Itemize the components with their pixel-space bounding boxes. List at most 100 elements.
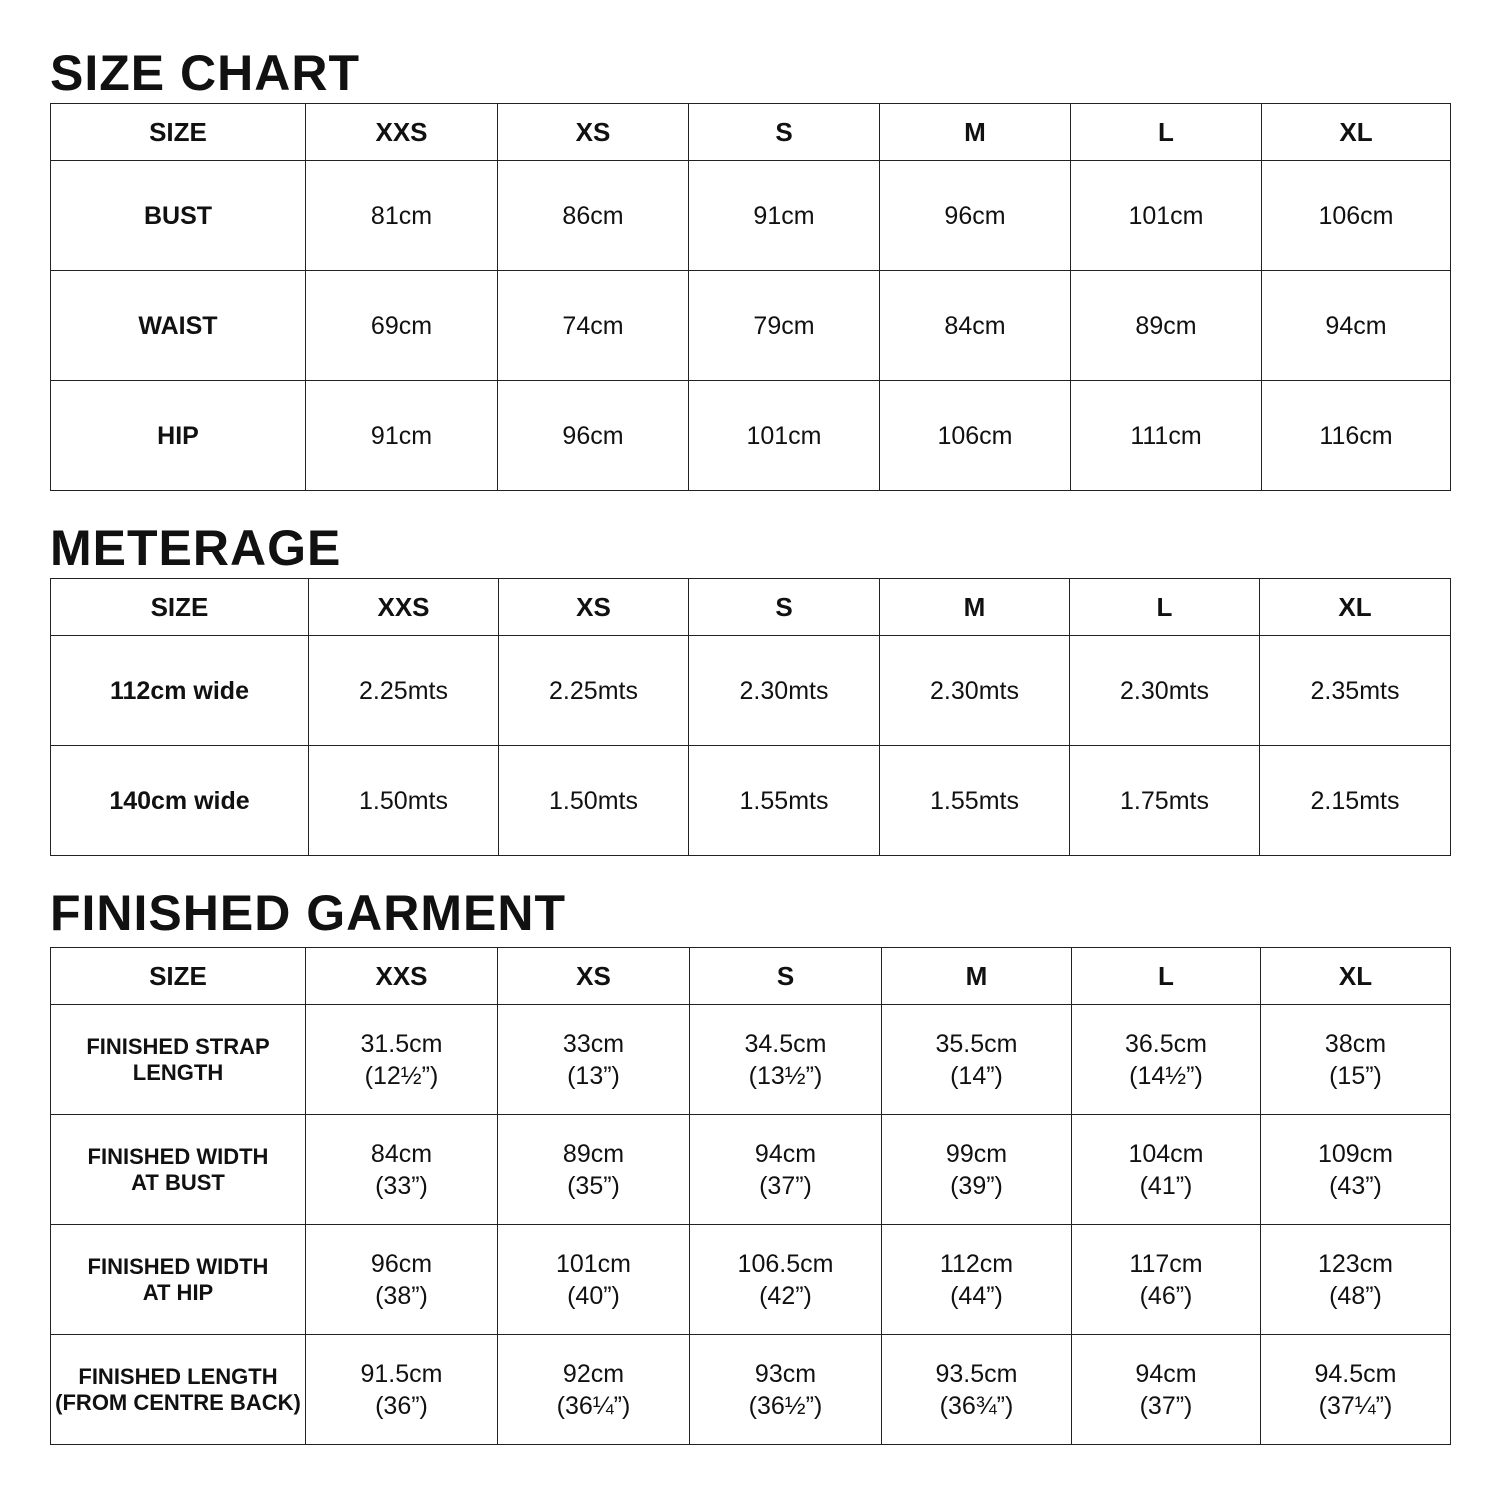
size-header-s: S: [688, 578, 880, 636]
row-label: FINISHED STRAP LENGTH: [50, 1004, 306, 1115]
value-cell: 2.30mts: [879, 635, 1070, 746]
value-line: (14½”): [1129, 1061, 1203, 1090]
value-cell: 1.75mts: [1069, 745, 1260, 856]
value-line: 93cm: [754, 1359, 817, 1388]
value-line: 2.25mts: [549, 676, 638, 705]
value-line: 1.55mts: [739, 786, 829, 815]
value-line: 123cm: [1317, 1249, 1394, 1278]
value-line: 35.5cm: [935, 1029, 1018, 1058]
value-cell: 101cm: [1070, 160, 1262, 271]
value-cell: 106cm: [1261, 160, 1451, 271]
value-cell: 89cm: [1070, 270, 1262, 381]
table-row: BUST 81cm 86cm 91cm 96cm 101cm 106cm: [50, 160, 1451, 271]
size-chart-table: SIZE XXS XS S M L XL BUST 81cm 86cm 91cm 96cm 101cm 1…: [50, 103, 1451, 491]
value-line: (40”): [567, 1281, 620, 1310]
value-cell: 94cm (37”): [689, 1114, 882, 1225]
value-line: 109cm: [1317, 1139, 1394, 1168]
value-line: 91.5cm: [360, 1359, 443, 1388]
row-label: HIP: [50, 380, 306, 491]
value-cell: 1.55mts: [688, 745, 880, 856]
row-label-line: (FROM CENTRE BACK): [55, 1389, 301, 1415]
value-cell: 116cm: [1261, 380, 1451, 491]
value-line: 2.15mts: [1310, 786, 1400, 815]
value-cell: 2.30mts: [1069, 635, 1260, 746]
row-label-line: 140cm wide: [109, 786, 250, 815]
row-label-line: FINISHED WIDTH: [87, 1143, 269, 1169]
value-line: 1.55mts: [930, 786, 1019, 815]
value-line: 101cm: [555, 1249, 632, 1278]
row-label-line: LENGTH: [132, 1059, 224, 1085]
value-line: (48”): [1329, 1281, 1382, 1310]
value-cell: 123cm (48”): [1260, 1224, 1451, 1335]
value-line: 69cm: [370, 311, 433, 340]
value-cell: 106cm: [879, 380, 1071, 491]
value-line: 2.30mts: [1120, 676, 1209, 705]
value-cell: 101cm: [688, 380, 880, 491]
value-line: 86cm: [562, 201, 624, 230]
header-row: SIZE XXS XS S M L XL: [50, 947, 1451, 1005]
value-line: 89cm: [562, 1139, 625, 1168]
row-label: WAIST: [50, 270, 306, 381]
size-header-l: L: [1071, 947, 1261, 1005]
value-cell: 84cm: [879, 270, 1071, 381]
value-line: 34.5cm: [744, 1029, 827, 1058]
value-line: (44”): [950, 1281, 1003, 1310]
value-cell: 2.15mts: [1259, 745, 1451, 856]
size-header-l: L: [1069, 578, 1260, 636]
row-label: FINISHED WIDTH AT BUST: [50, 1114, 306, 1225]
value-line: (13½”): [748, 1061, 823, 1090]
value-cell: 91cm: [688, 160, 880, 271]
value-cell: 96cm (38”): [305, 1224, 498, 1335]
finished-garment-table: SIZE XXS XS S M L XL FINISHED STRAP LENGTH 31.5cm…: [50, 947, 1451, 1445]
size-header-m: M: [881, 947, 1072, 1005]
value-line: 106cm: [1318, 201, 1394, 230]
value-line: 91cm: [753, 201, 815, 230]
value-line: 112cm: [939, 1249, 1014, 1278]
size-header-xxs: XXS: [305, 103, 498, 161]
value-line: (14”): [950, 1061, 1003, 1090]
value-line: 101cm: [746, 421, 822, 450]
value-cell: 35.5cm (14”): [881, 1004, 1072, 1115]
size-header-xs: XS: [497, 947, 690, 1005]
value-cell: 2.25mts: [498, 635, 689, 746]
value-cell: 111cm: [1070, 380, 1262, 491]
value-line: 2.25mts: [359, 676, 448, 705]
value-line: 89cm: [1135, 311, 1197, 340]
value-line: (43”): [1329, 1171, 1382, 1200]
value-line: (36½”): [748, 1391, 823, 1420]
value-line: 94cm: [1135, 1359, 1197, 1388]
value-line: 84cm: [370, 1139, 433, 1168]
value-cell: 1.50mts: [498, 745, 689, 856]
header-row: SIZE XXS XS S M L XL: [50, 103, 1451, 161]
value-cell: 91cm: [305, 380, 498, 491]
size-header-m: M: [879, 578, 1070, 636]
value-line: (33”): [375, 1171, 428, 1200]
row-label-line: HIP: [157, 421, 199, 450]
value-line: (46”): [1139, 1281, 1193, 1310]
value-line: 1.50mts: [359, 786, 448, 815]
value-cell: 38cm (15”): [1260, 1004, 1451, 1115]
value-cell: 79cm: [688, 270, 880, 381]
value-line: 84cm: [944, 311, 1006, 340]
table-row: FINISHED WIDTH AT BUST 84cm (33”) 89cm (35”) 9…: [50, 1114, 1451, 1225]
value-line: 94cm: [754, 1139, 817, 1168]
size-header-xxs: XXS: [308, 578, 499, 636]
value-cell: 91.5cm (36”): [305, 1334, 498, 1445]
value-cell: 93cm (36½”): [689, 1334, 882, 1445]
size-header-l: L: [1070, 103, 1262, 161]
value-cell: 104cm (41”): [1071, 1114, 1261, 1225]
value-line: 106.5cm: [737, 1249, 834, 1278]
value-line: 117cm: [1129, 1249, 1203, 1278]
value-cell: 117cm (46”): [1071, 1224, 1261, 1335]
value-cell: 81cm: [305, 160, 498, 271]
value-line: 92cm: [562, 1359, 625, 1388]
size-header-m: M: [879, 103, 1071, 161]
value-line: 111cm: [1130, 421, 1202, 450]
value-line: 96cm: [562, 421, 624, 450]
row-label-line: FINISHED STRAP: [86, 1033, 270, 1059]
value-line: 101cm: [1128, 201, 1204, 230]
value-line: 33cm: [562, 1029, 625, 1058]
value-cell: 93.5cm (36¾”): [881, 1334, 1072, 1445]
size-chart-title: SIZE CHART: [50, 45, 360, 101]
value-line: 1.50mts: [549, 786, 638, 815]
